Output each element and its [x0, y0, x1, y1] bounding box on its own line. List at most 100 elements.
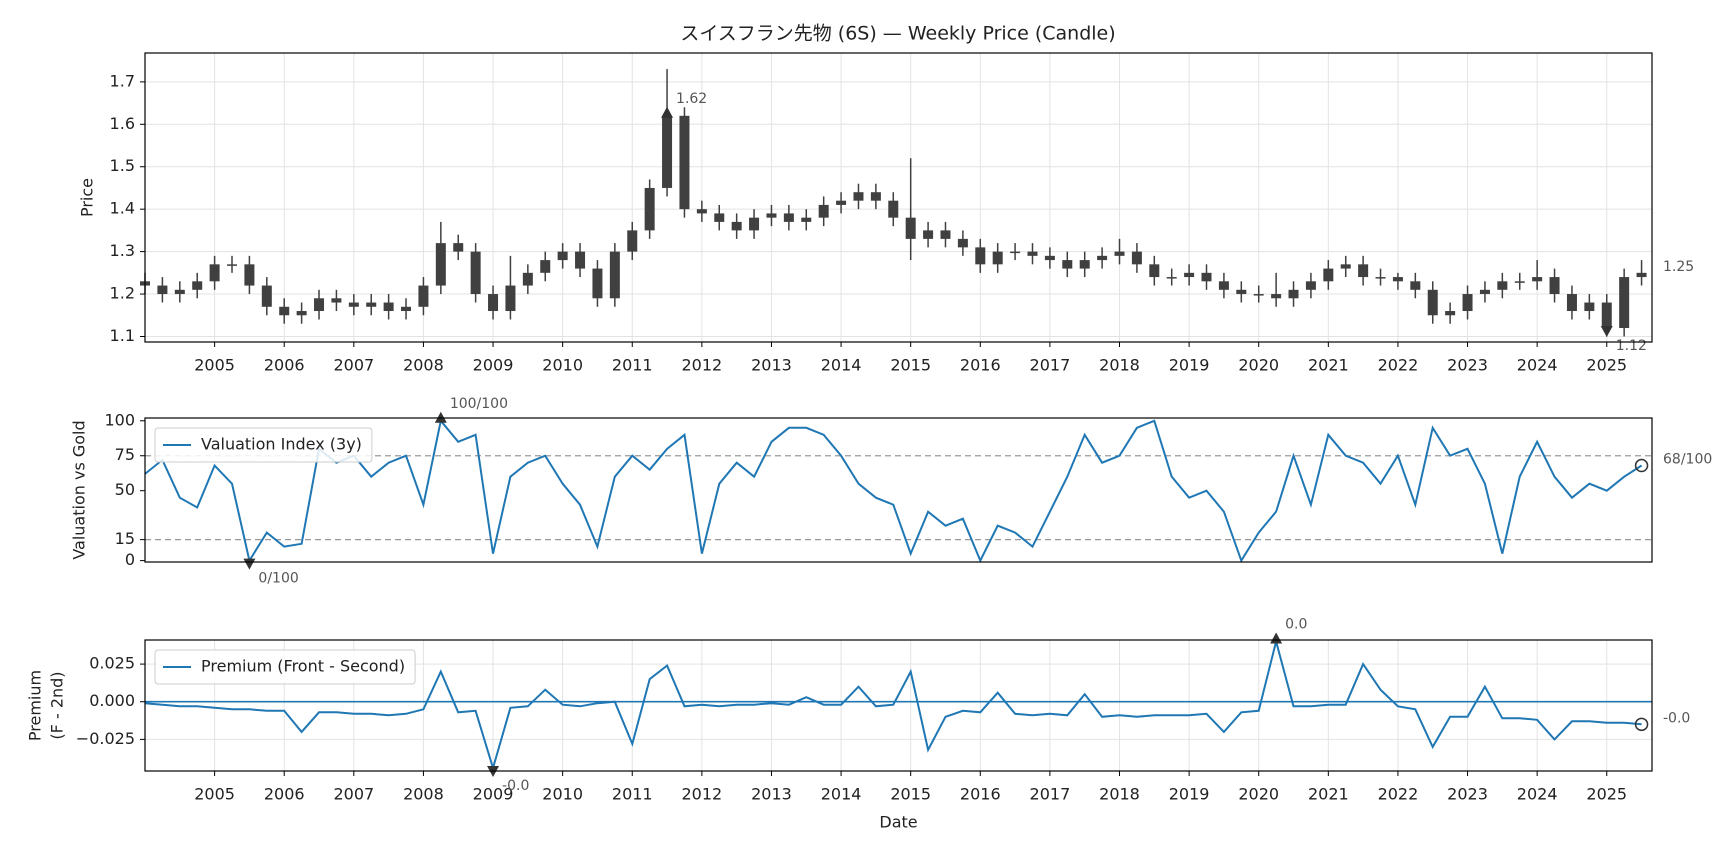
candle-body	[592, 268, 603, 299]
candle-body	[348, 302, 359, 307]
x-tick-label: 2009	[473, 356, 514, 375]
candle-body	[1201, 272, 1212, 282]
legend-label: Valuation Index (3y)	[201, 435, 362, 454]
candle-body	[1218, 281, 1229, 290]
candle-body	[1149, 264, 1160, 278]
candle-body	[1375, 277, 1386, 279]
x-tick-label: 2020	[1238, 785, 1279, 804]
y-tick-label: 1.7	[110, 71, 135, 90]
y-tick-label: −0.025	[76, 729, 135, 748]
x-tick-label: 2006	[264, 356, 305, 375]
candle-body	[888, 200, 899, 218]
x-tick-label: 2023	[1447, 785, 1488, 804]
axes-frame	[144, 417, 1653, 563]
candle-body	[766, 213, 777, 218]
x-tick-label: 2012	[681, 356, 722, 375]
x-tick-label: 2007	[333, 356, 374, 375]
candle-body	[1566, 294, 1577, 312]
candle-body	[1079, 260, 1090, 269]
candle-body	[1514, 281, 1525, 283]
candle-body	[366, 302, 377, 307]
candle-body	[1601, 302, 1612, 328]
legend-box	[154, 427, 373, 463]
candle-body	[1253, 294, 1264, 296]
candle-body	[992, 251, 1003, 265]
annotation-label: -0.0	[502, 778, 529, 794]
annotation-label: 68/100	[1663, 452, 1712, 468]
x-tick-label: 2008	[403, 785, 444, 804]
y-tick-label: 0.000	[89, 691, 135, 710]
x-tick-label: 2018	[1099, 785, 1140, 804]
x-tick-label: 2017	[1030, 785, 1071, 804]
candle-body	[540, 260, 551, 273]
x-tick-label: 2024	[1517, 785, 1558, 804]
x-tick-label: 2008	[403, 356, 444, 375]
x-tick-label: 2005	[194, 356, 235, 375]
candle-body	[731, 221, 742, 231]
x-tick-label: 2016	[960, 356, 1001, 375]
annotation-label: 0/100	[258, 571, 298, 587]
candle-body	[1532, 277, 1543, 282]
candle-body	[1619, 277, 1630, 328]
candle-body	[1392, 277, 1403, 282]
candle-body	[227, 264, 238, 266]
annotation-marker	[243, 558, 256, 570]
y-tick-label: 100	[104, 410, 135, 429]
y-tick-label: 75	[115, 445, 135, 464]
candle-body	[836, 200, 847, 205]
candle-body	[1236, 289, 1247, 295]
x-tick-label: 2018	[1099, 356, 1140, 375]
y-tick-label: 0	[125, 550, 135, 569]
x-tick-label: 2025	[1586, 356, 1627, 375]
candle-body	[488, 294, 499, 312]
candle-body	[1427, 289, 1438, 316]
candle-body	[1027, 251, 1038, 256]
x-tick-label: 2024	[1517, 356, 1558, 375]
y-axis-label: Valuation vs Gold	[70, 420, 89, 559]
x-tick-label: 2007	[333, 785, 374, 804]
x-tick-label: 2019	[1169, 356, 1210, 375]
y-tick-label: 50	[115, 480, 135, 499]
legend: Premium (Front - Second)	[154, 649, 416, 685]
candle-body	[418, 285, 429, 307]
candle-body	[1445, 311, 1456, 316]
candle-body	[1271, 294, 1282, 299]
line-series	[144, 418, 1643, 564]
annotation-marker	[661, 106, 674, 118]
axes-frame	[144, 52, 1653, 343]
annotation-marker	[1634, 717, 1649, 732]
candle-body	[1062, 260, 1073, 269]
candle-body	[905, 217, 916, 239]
candle-body	[957, 238, 968, 248]
y-tick-label: 1.4	[110, 199, 135, 218]
x-tick-label: 2020	[1238, 356, 1279, 375]
candle-body	[1497, 281, 1508, 290]
x-tick-label: 2005	[194, 785, 235, 804]
x-tick-label: 2015	[890, 785, 931, 804]
x-tick-label: 2014	[821, 785, 862, 804]
candle-body	[470, 251, 481, 295]
y-tick-label: 1.6	[110, 114, 135, 133]
candle-body	[940, 230, 951, 239]
candle-body	[975, 247, 986, 265]
candle-body	[435, 243, 446, 286]
candle-body	[853, 192, 864, 201]
annotation-label: -0.0	[1663, 710, 1690, 726]
y-axis-label: Premium	[26, 670, 45, 741]
y-axis-label: Price	[78, 178, 97, 217]
x-tick-label: 2011	[612, 356, 653, 375]
candle-body	[1323, 268, 1334, 282]
candle-body	[244, 264, 255, 286]
x-tick-label: 2025	[1586, 785, 1627, 804]
x-tick-label: 2023	[1447, 356, 1488, 375]
annotation-label: 1.62	[676, 91, 707, 107]
annotation-marker	[1270, 632, 1283, 644]
annotation-marker	[1600, 325, 1613, 337]
candle-body	[1184, 272, 1195, 278]
candle-body	[1131, 251, 1142, 265]
candle-body	[1340, 264, 1351, 269]
x-tick-label: 2021	[1308, 785, 1349, 804]
candle-body	[1358, 264, 1369, 278]
